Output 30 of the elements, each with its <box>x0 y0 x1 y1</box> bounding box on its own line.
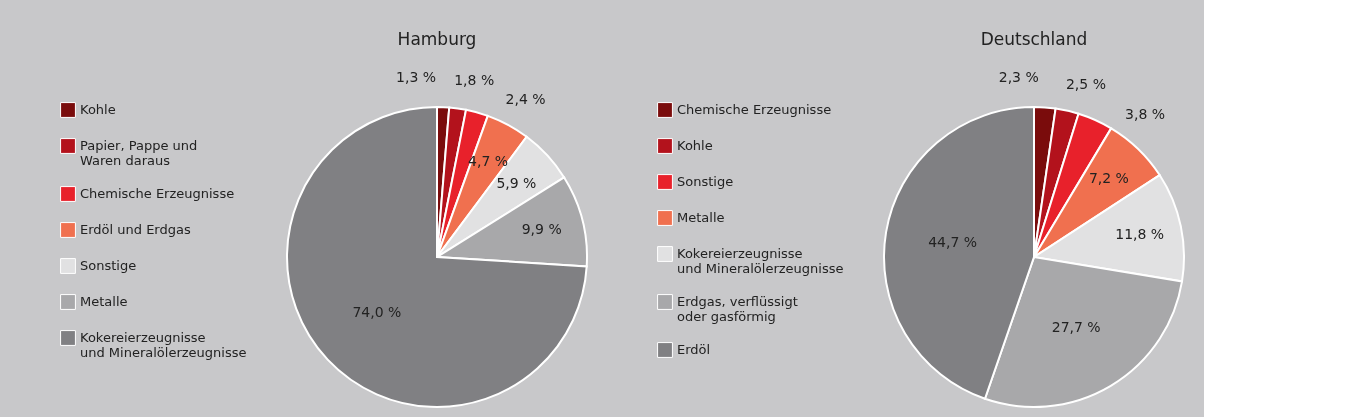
data-label: 2,4 % <box>505 91 546 108</box>
chart-title: Deutschland <box>980 28 1088 49</box>
data-label: 1,8 % <box>454 71 495 88</box>
legend-label: Erdöl und Erdgas <box>80 222 191 237</box>
legend-label: Chemische Erzeugnisse <box>80 186 235 201</box>
legend-label: Metalle <box>677 210 725 225</box>
legend-label: Erdgas, verflüssigt oder gasförmig <box>677 294 798 324</box>
legend-label: Kohle <box>80 102 116 117</box>
data-label: 3,8 % <box>1125 106 1166 123</box>
data-label: 7,2 % <box>1088 170 1129 187</box>
legend-label: Kokereierzeugnisse und Mineralölerzeugnisse <box>677 246 844 276</box>
legend-label: Sonstige <box>80 258 137 273</box>
legend-label: Kokereierzeugnisse und Mineralölerzeugnisse <box>80 330 247 360</box>
legend-label: Papier, Pappe und Waren daraus <box>80 138 198 168</box>
data-label: 5,9 % <box>496 174 537 191</box>
legend-label: Chemische Erzeugnisse <box>677 102 832 117</box>
pie-slice <box>286 106 588 408</box>
data-label: 44,7 % <box>928 234 978 251</box>
chart-title: Hamburg <box>397 29 477 50</box>
legend-label: Kohle <box>677 138 713 153</box>
data-label: 11,8 % <box>1115 225 1165 242</box>
data-label: 2,5 % <box>1065 75 1106 92</box>
legend-label: Erdöl <box>677 342 711 357</box>
data-label: 2,3 % <box>998 68 1039 85</box>
data-label: 74,0 % <box>352 304 402 321</box>
legend-label: Metalle <box>80 294 128 309</box>
data-label: 27,7 % <box>1051 318 1101 335</box>
data-label: 1,3 % <box>396 69 437 86</box>
data-label: 9,9 % <box>521 221 562 238</box>
legend-label: Sonstige <box>677 174 734 189</box>
